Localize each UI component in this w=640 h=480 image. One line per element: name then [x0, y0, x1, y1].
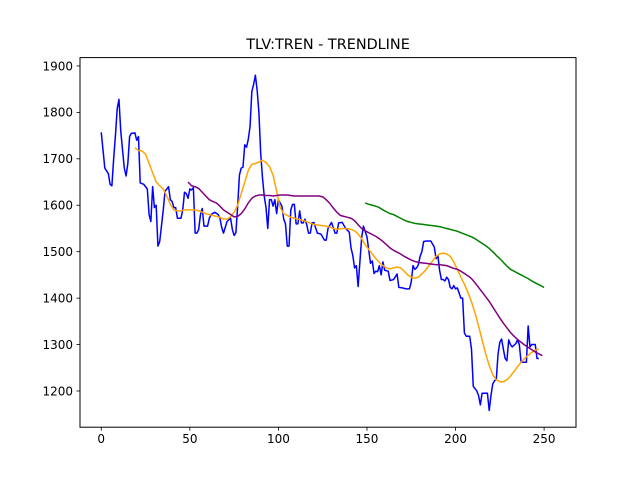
- y-tick-label: 1400: [42, 291, 73, 305]
- x-tick-label: 200: [444, 432, 467, 446]
- series-line-2: [134, 147, 539, 383]
- y-tick-label: 1700: [42, 152, 73, 166]
- plot-frame: [79, 57, 577, 428]
- series-line-4: [364, 202, 545, 289]
- y-tick-label: 1300: [42, 338, 73, 352]
- x-tick-label: 150: [356, 432, 379, 446]
- y-tick-label: 1900: [42, 59, 73, 73]
- series-layer: [100, 74, 545, 412]
- x-tick-label: 50: [182, 432, 197, 446]
- series-line-3: [187, 181, 543, 357]
- x-tick-label: 0: [97, 432, 105, 446]
- y-tick-label: 1800: [42, 106, 73, 120]
- axis-layer: 0 50 100 150 200 250 1200 1300 1400 1500 1600 1700 1…: [42, 59, 555, 446]
- y-tick-label: 1200: [42, 384, 73, 398]
- y-tick-label: 1600: [42, 199, 73, 213]
- y-tick-label: 1500: [42, 245, 73, 259]
- chart-title: TLV:TREN - TRENDLINE: [245, 37, 410, 53]
- series-line-1: [100, 74, 539, 412]
- x-tick-label: 100: [267, 432, 290, 446]
- x-tick-label: 250: [533, 432, 556, 446]
